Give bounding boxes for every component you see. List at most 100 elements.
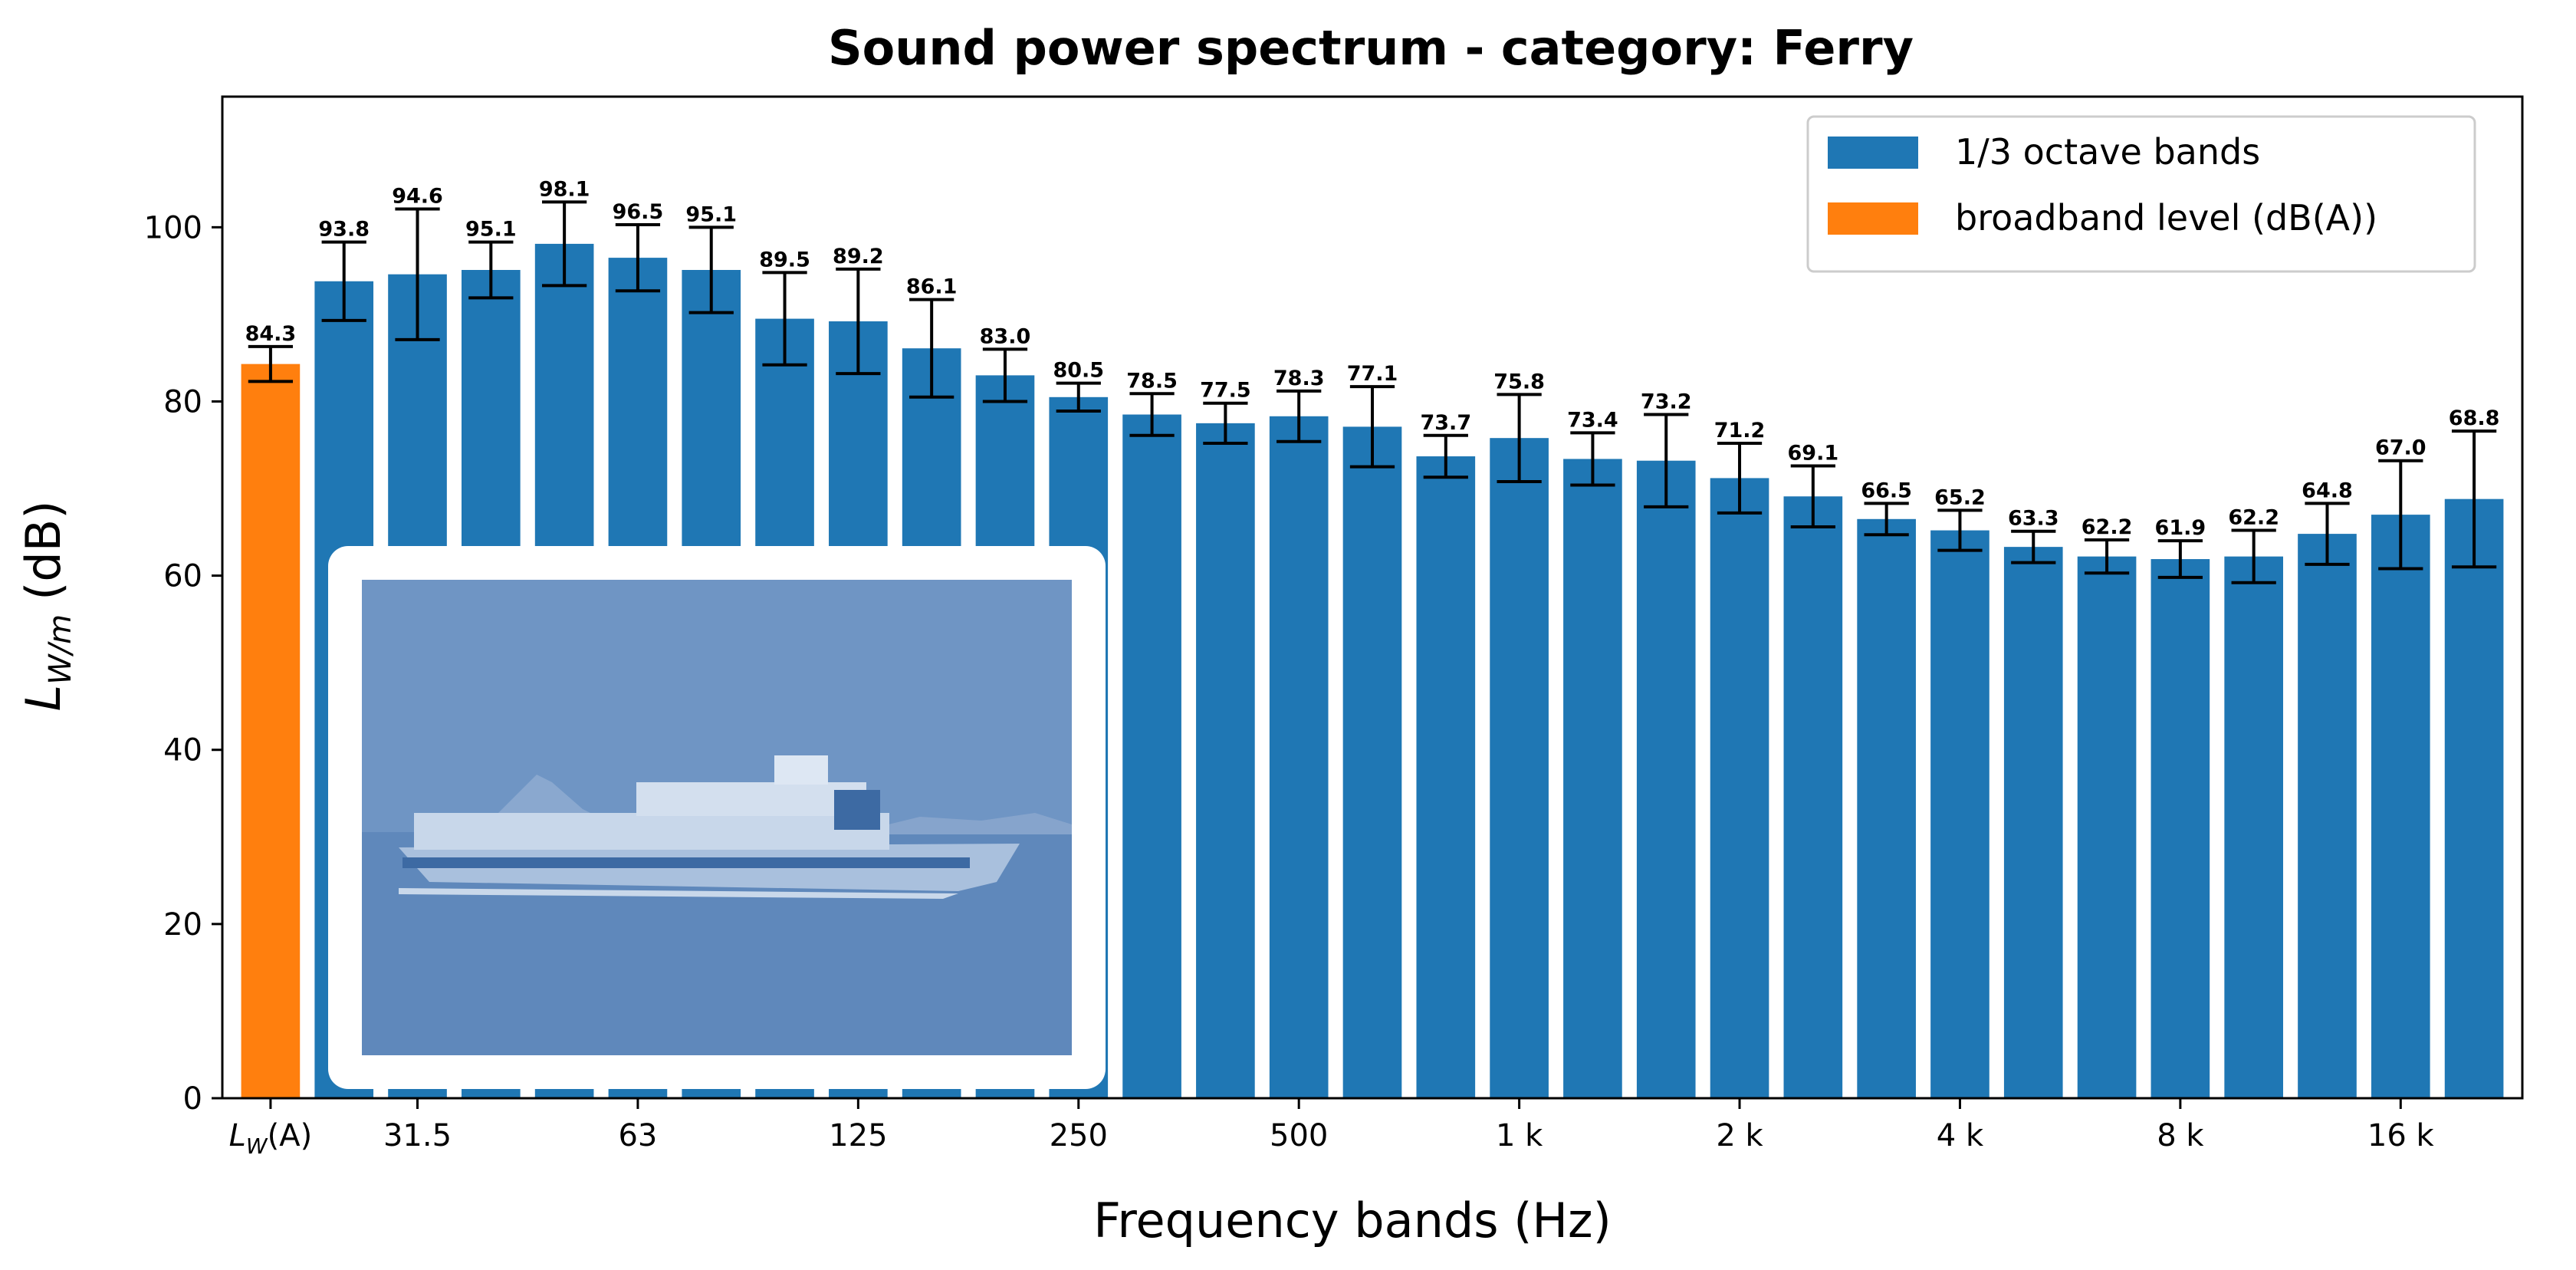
data-label-28: 64.8 [2302,479,2353,502]
error-bar-22 [1864,502,1909,537]
error-bar-21 [1790,464,1835,529]
error-bar-9 [909,298,955,399]
bar-17 [1490,438,1549,1098]
x-tick-label: 125 [829,1118,887,1153]
data-label-5: 96.5 [613,200,664,224]
data-label-22: 66.5 [1861,479,1912,502]
y-tick-label: 100 [144,210,202,245]
x-tick-label: 4 k [1937,1118,1984,1153]
photo-hills-right [866,813,1072,834]
x-tick-label: 16 k [2367,1118,2435,1153]
error-bar-24 [2011,529,2056,564]
data-label-0: 84.3 [245,322,297,346]
error-bar-17 [1497,393,1542,483]
data-label-7: 89.5 [759,248,810,271]
error-bar-20 [1717,441,1763,515]
error-bar-19 [1644,413,1689,508]
bar-23 [1930,530,1990,1098]
legend-label-1: broadband level (dB(A)) [1955,197,2377,239]
data-label-4: 98.1 [539,177,590,201]
x-tick-label: 1 k [1496,1118,1543,1153]
bar-19 [1636,460,1696,1098]
x-tick-label: 500 [1270,1118,1328,1153]
error-bar-7 [762,271,807,367]
data-label-6: 95.1 [685,202,737,226]
data-label-13: 77.5 [1200,379,1251,403]
data-label-24: 63.3 [2008,507,2059,531]
data-label-23: 65.2 [1934,485,1986,509]
bar-21 [1783,496,1843,1098]
bar-18 [1563,459,1622,1098]
error-bar-12 [1129,392,1175,437]
x-axis-title-text: Frequency bands (Hz) [1093,1193,1612,1249]
error-bar-26 [2157,539,2203,579]
legend-label-0: 1/3 octave bands [1955,131,2260,173]
error-bar-30 [2451,429,2497,569]
x-tick-label: 8 k [2157,1118,2204,1153]
ferry-photo-inset [328,546,1106,1089]
error-bar-4 [542,200,587,288]
data-label-21: 69.1 [1788,442,1839,466]
bar-16 [1416,456,1476,1098]
bar-26 [2150,559,2210,1098]
y-axis-title-unit: (dB) [15,501,71,600]
error-bar-14 [1276,389,1322,443]
error-bar-3 [468,240,514,300]
error-bar-13 [1203,401,1248,445]
ferry-upper-deck [636,782,866,816]
bar-29 [2371,515,2430,1098]
error-bar-5 [615,222,661,293]
y-tick-label: 60 [163,559,202,594]
bar-15 [1342,426,1402,1098]
data-label-20: 71.2 [1714,419,1766,443]
bar-12 [1122,414,1181,1098]
legend: 1/3 octave bands broadband level (dB(A)) [1806,115,2476,273]
error-bars [248,200,2497,584]
error-bar-25 [2084,538,2130,575]
data-label-8: 89.2 [833,245,884,268]
x-tick-label: 31.5 [383,1118,452,1153]
chart-title: Sound power spectrum - category: Ferry [828,20,1914,76]
bar-20 [1710,478,1769,1098]
bar-28 [2298,534,2357,1098]
data-label-29: 67.0 [2375,436,2426,460]
bar-25 [2077,556,2137,1098]
error-bar-27 [2231,528,2276,584]
bar-30 [2444,498,2504,1098]
y-axis: 0 20 40 60 80 100 [144,210,222,1117]
error-bar-29 [2378,459,2423,571]
data-label-10: 83.0 [980,324,1031,348]
x-tick-label: LW(A) [229,1118,313,1159]
x-axis-title: Frequency bands (Hz) [1093,1193,1612,1249]
error-bar-2 [395,207,440,341]
x-tick-label: 2 k [1716,1118,1763,1153]
error-bar-15 [1349,385,1395,469]
legend-swatch-1 [1828,202,1918,235]
error-bar-10 [982,347,1028,403]
data-label-25: 62.2 [2082,515,2133,539]
y-axis-title-subscript: W/m [43,614,78,685]
data-label-12: 78.5 [1126,369,1178,393]
data-label-15: 77.1 [1347,362,1398,386]
data-label-19: 73.2 [1641,390,1692,414]
y-tick-label: 0 [183,1081,202,1117]
error-bar-23 [1937,508,1983,552]
ferry-bridge [774,755,828,785]
legend-swatch-0 [1828,137,1918,169]
x-axis: LW(A) 31.5 63 125 250 500 1 k 2 k 4 k 8 k 16 k [229,1098,2435,1159]
data-label-1: 93.8 [318,218,370,242]
legend-box [1806,115,2476,273]
data-label-14: 78.3 [1273,367,1325,390]
error-bar-11 [1056,381,1101,413]
data-label-2: 94.6 [392,184,443,208]
data-label-9: 86.1 [906,275,958,299]
bar-14 [1269,416,1329,1098]
y-tick-label: 80 [163,384,202,419]
bar-22 [1857,518,1916,1098]
y-axis-title-symbol: L [15,685,71,712]
y-axis-title: LW/m (dB) [15,501,78,712]
data-label-16: 73.7 [1420,411,1471,435]
error-bar-28 [2305,502,2350,566]
x-tick-symbol: L [229,1118,246,1153]
